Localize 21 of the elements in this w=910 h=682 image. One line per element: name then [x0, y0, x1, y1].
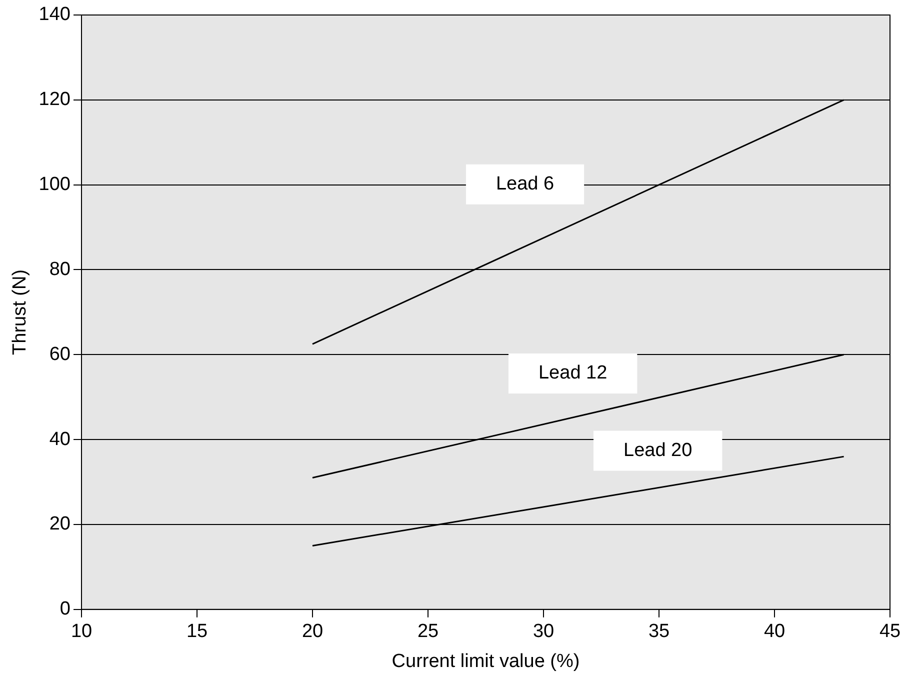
- series-label: Lead 12: [538, 362, 608, 384]
- x-tick-label: 20: [302, 621, 324, 642]
- x-tick-label: 10: [70, 621, 92, 642]
- x-tick-label: 30: [532, 621, 554, 642]
- y-tick-label: 20: [49, 514, 70, 535]
- y-tick-label: 0: [60, 598, 70, 620]
- x-tick-label: 35: [648, 621, 670, 642]
- x-tick-label: 45: [879, 621, 901, 642]
- x-axis-title: Current limit value (%): [392, 650, 580, 672]
- y-tick-label: 120: [38, 89, 70, 110]
- x-tick-label: 40: [764, 621, 786, 642]
- y-tick-label: 40: [49, 428, 70, 450]
- x-tick-label: 25: [417, 621, 439, 642]
- y-tick-label: 100: [38, 174, 70, 196]
- y-tick-label: 140: [38, 4, 70, 26]
- series-label: Lead 6: [496, 174, 554, 195]
- x-tick-label: 15: [186, 621, 208, 642]
- y-tick-label: 60: [49, 344, 70, 365]
- y-axis-title: Thrust (N): [10, 269, 31, 355]
- series-label: Lead 20: [624, 440, 692, 461]
- y-tick-label: 80: [49, 258, 70, 280]
